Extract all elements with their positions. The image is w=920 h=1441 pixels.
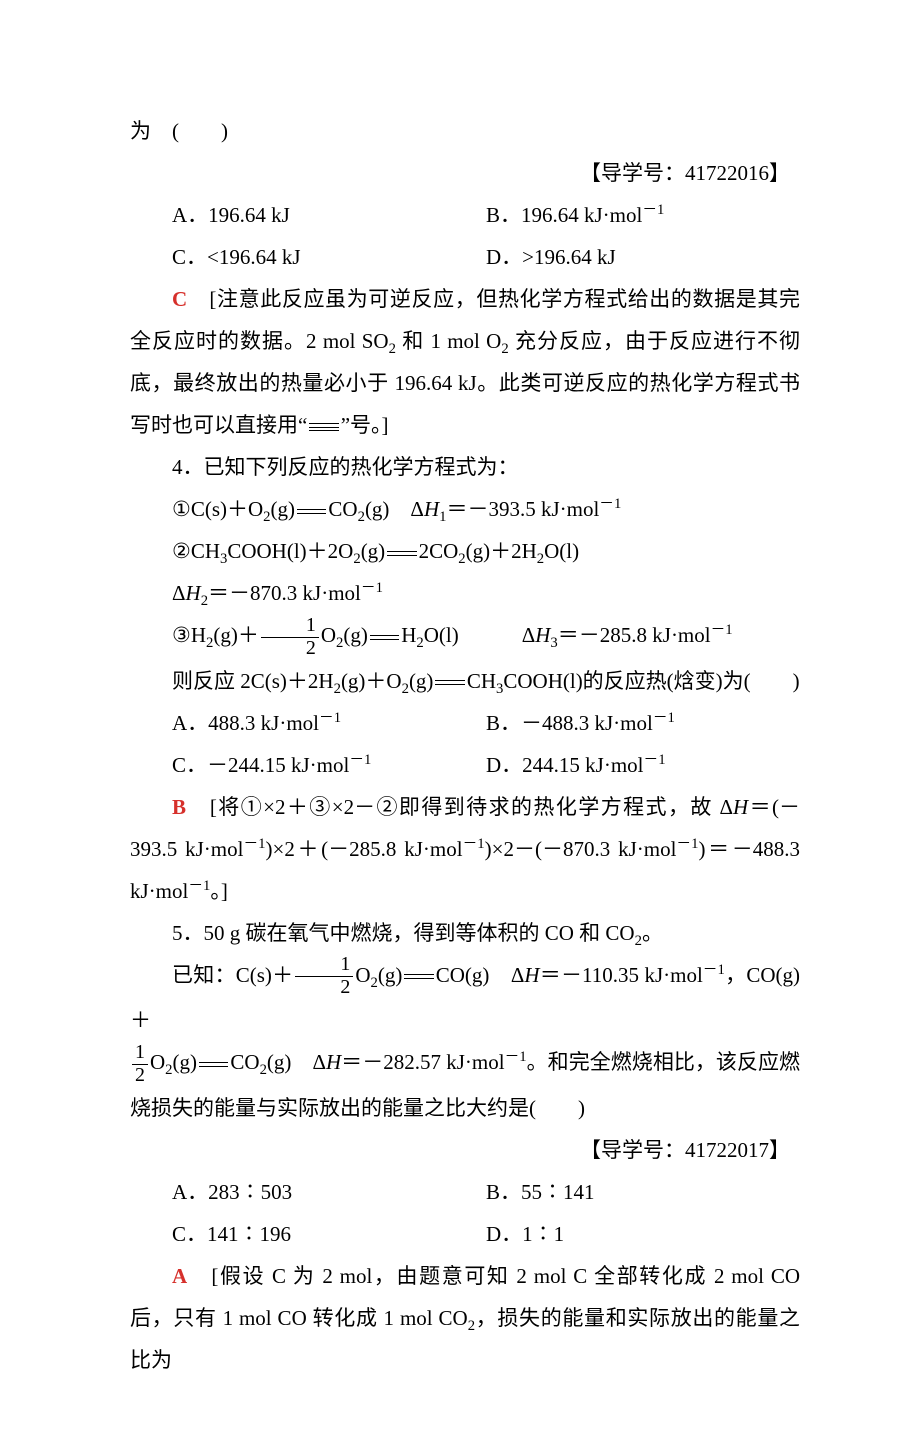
q4-answer: B [将①×2＋③×2－②即得到待求的热化学方程式，故 ΔH＝(－393.5 k… xyxy=(130,786,800,912)
q5-answer: A [假设 C 为 2 mol，由题意可知 2 mol C 全部转化成 2 mo… xyxy=(130,1255,800,1381)
q4-option-a: A．488.3 kJ·mol－1 xyxy=(172,702,486,744)
guide-ref-5: 【导学号：41722017】 xyxy=(130,1129,790,1171)
q3-options: A．196.64 kJ B．196.64 kJ·mol－1 xyxy=(130,194,800,236)
q4-eq3: ③H2(g)＋12O2(g)H2O(l) ΔH3＝－285.8 kJ·mol－1 xyxy=(130,614,800,660)
q5-option-a: A．283∶503 xyxy=(172,1171,486,1213)
q3-options-row2: C．<196.64 kJ D．>196.64 kJ xyxy=(130,236,800,278)
q4-dh2: ΔH2＝－870.3 kJ·mol－1 xyxy=(130,572,800,614)
q5-known-line2: 12O2(g)CO2(g) ΔH＝－282.57 kJ·mol－1。和完全燃烧相… xyxy=(130,1041,800,1129)
q4-options: A．488.3 kJ·mol－1 B．－488.3 kJ·mol－1 xyxy=(130,702,800,744)
q5-options: A．283∶503 B．55∶141 xyxy=(130,1171,800,1213)
document-page: 为 ( ) 【导学号：41722016】 A．196.64 kJ B．196.6… xyxy=(0,0,920,1441)
q4-eq2: ②CH3COOH(l)＋2O2(g)2CO2(g)＋2H2O(l) xyxy=(130,530,800,572)
triple-line-icon xyxy=(309,423,338,431)
eq-line-icon xyxy=(387,551,416,556)
q3-stem-tail: 为 ( ) xyxy=(130,110,800,152)
q5-option-b: B．55∶141 xyxy=(486,1171,800,1213)
q4-answer-letter: B xyxy=(172,795,186,819)
q4-option-d: D．244.15 kJ·mol－1 xyxy=(486,744,800,786)
eq-line-icon xyxy=(404,974,433,979)
q5-option-c: C．141∶196 xyxy=(172,1213,486,1255)
q4-option-b: B．－488.3 kJ·mol－1 xyxy=(486,702,800,744)
q4-option-c: C．－244.15 kJ·mol－1 xyxy=(172,744,486,786)
q3-option-b: B．196.64 kJ·mol－1 xyxy=(486,194,800,236)
fraction-half: 12 xyxy=(261,615,319,660)
fraction-half: 12 xyxy=(132,1042,148,1087)
q5-known-line1: 已知：C(s)＋12O2(g)CO(g) ΔH＝－110.35 kJ·mol－1… xyxy=(130,954,800,1042)
q3-option-c: C．<196.64 kJ xyxy=(172,236,486,278)
fraction-half: 12 xyxy=(295,954,353,999)
q4-then: 则反应 2C(s)＋2H2(g)＋O2(g)CH3COOH(l)的反应热(焓变)… xyxy=(130,660,800,702)
q4-options-row2: C．－244.15 kJ·mol－1 D．244.15 kJ·mol－1 xyxy=(130,744,800,786)
q3-option-d: D．>196.64 kJ xyxy=(486,236,800,278)
eq-line-icon xyxy=(297,509,326,514)
q5-option-d: D．1∶1 xyxy=(486,1213,800,1255)
q3-answer-letter: C xyxy=(172,287,187,311)
q4-eq1: ①C(s)＋O2(g)CO2(g) ΔH1＝－393.5 kJ·mol－1 xyxy=(130,488,800,530)
q5-options-row2: C．141∶196 D．1∶1 xyxy=(130,1213,800,1255)
eq-line-icon xyxy=(435,680,464,685)
q3-option-a: A．196.64 kJ xyxy=(172,194,486,236)
q3-answer: C [注意此反应虽为可逆反应，但热化学方程式给出的数据是其完全反应时的数据。2 … xyxy=(130,278,800,446)
q5-answer-letter: A xyxy=(172,1264,187,1288)
q5-stem: 5．50 g 碳在氧气中燃烧，得到等体积的 CO 和 CO2。 xyxy=(130,912,800,954)
eq-line-icon xyxy=(370,635,399,640)
guide-ref-3: 【导学号：41722016】 xyxy=(130,152,790,194)
q4-stem: 4．已知下列反应的热化学方程式为： xyxy=(130,446,800,488)
eq-line-icon xyxy=(199,1062,228,1067)
